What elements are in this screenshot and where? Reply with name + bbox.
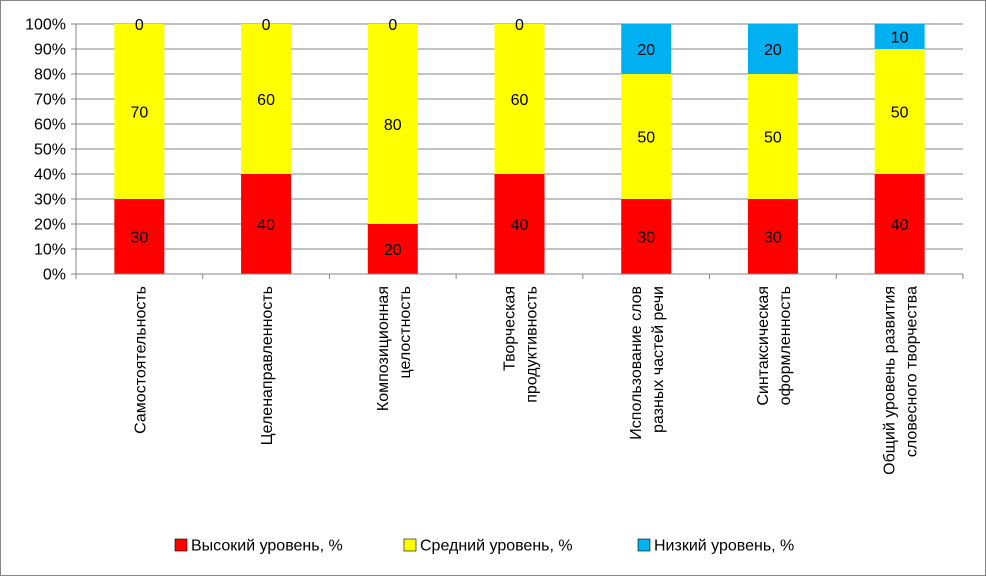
y-tick-label: 50% — [34, 142, 66, 159]
data-label: 60 — [257, 92, 275, 109]
x-category-label: оформленность — [777, 286, 794, 405]
legend-label: Средний уровень, % — [420, 538, 573, 555]
y-tick-label: 80% — [34, 67, 66, 84]
legend-swatch — [637, 538, 651, 552]
data-label: 50 — [637, 130, 655, 147]
bar-segment — [367, 24, 418, 224]
x-category-label: продуктивность — [524, 286, 541, 403]
data-label: 40 — [891, 217, 909, 234]
bar-segment — [621, 24, 672, 74]
y-tick-label: 20% — [34, 217, 66, 234]
axes — [71, 23, 964, 279]
x-category-label: разных частей речи — [650, 286, 667, 433]
data-label: 50 — [891, 105, 909, 122]
legend: Высокий уровень, % Средний уровень, % Низк… — [174, 538, 794, 555]
data-label: 30 — [637, 230, 655, 247]
legend-swatch — [174, 538, 188, 552]
data-label: 10 — [891, 30, 909, 47]
bar-segment — [747, 74, 798, 199]
legend-label: Высокий уровень, % — [191, 538, 343, 555]
y-tick-label: 60% — [34, 117, 66, 134]
x-category-label: Синтаксическая — [755, 286, 772, 406]
y-tick-label: 0% — [43, 267, 66, 284]
x-category-label: Общий уровень развития — [882, 286, 899, 475]
bar-segment — [621, 74, 672, 199]
x-axis-category-labels: Самостоятельность Целенаправленность Компо… — [132, 286, 920, 475]
bar-segment — [747, 199, 798, 274]
y-tick-label: 70% — [34, 92, 66, 109]
x-category-label: Творческая — [502, 286, 519, 371]
legend-label: Низкий уровень, % — [654, 538, 794, 555]
bars: 30 70 0 40 60 0 20 80 0 40 60 0 30 50 20 30 50 20 40 50 10 — [114, 17, 925, 274]
data-label: 20 — [637, 42, 655, 59]
x-category-label: Использование слов — [628, 286, 645, 440]
bar-segment — [114, 24, 165, 199]
bar-segment — [874, 24, 925, 49]
x-category-label: Самостоятельность — [132, 286, 149, 434]
bar-segment — [367, 224, 418, 274]
y-tick-label: 30% — [34, 192, 66, 209]
bar-segment — [494, 174, 545, 274]
bar-segment — [621, 199, 672, 274]
data-label: 70 — [130, 105, 148, 122]
bar-segment — [874, 174, 925, 274]
data-label: 0 — [262, 17, 271, 34]
data-label: 0 — [515, 17, 524, 34]
data-label: 50 — [764, 130, 782, 147]
y-axis-tick-labels: 0% 10% 20% 30% 40% 50% 60% 70% 80% 90% 100% — [25, 17, 66, 284]
bar-segment — [874, 49, 925, 174]
legend-swatch — [403, 538, 417, 552]
x-category-label: целостность — [397, 286, 414, 379]
data-label: 30 — [130, 230, 148, 247]
y-tick-label: 40% — [34, 167, 66, 184]
bar-segment — [241, 174, 292, 274]
data-label: 60 — [511, 92, 529, 109]
bar-segment — [241, 24, 292, 174]
data-label: 30 — [764, 230, 782, 247]
data-label: 0 — [388, 17, 397, 34]
bar-segment — [494, 24, 545, 174]
y-tick-label: 90% — [34, 42, 66, 59]
x-category-label: Композиционная — [375, 286, 392, 411]
bar-segment — [747, 24, 798, 74]
y-tick-label: 100% — [25, 17, 66, 34]
data-label: 40 — [257, 217, 275, 234]
data-label: 40 — [511, 217, 529, 234]
bar-segment — [114, 199, 165, 274]
y-tick-label: 10% — [34, 242, 66, 259]
data-label: 80 — [384, 117, 402, 134]
x-category-label: Целенаправленность — [259, 286, 276, 445]
data-label: 20 — [384, 242, 402, 259]
data-label: 20 — [764, 42, 782, 59]
data-label: 0 — [135, 17, 144, 34]
x-category-label: словесного творчества — [904, 286, 921, 457]
